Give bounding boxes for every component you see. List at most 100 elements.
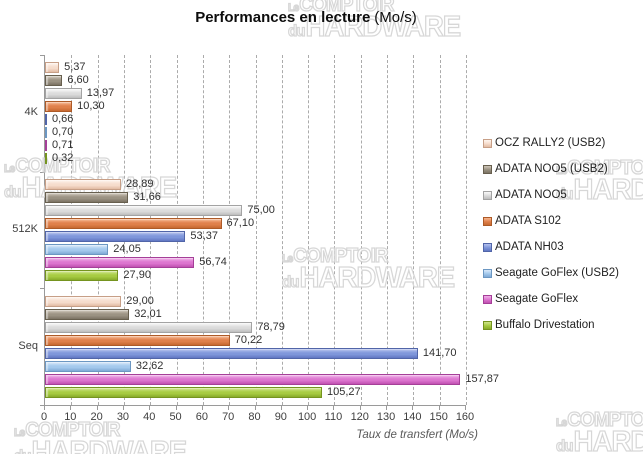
legend-marker-icon — [483, 242, 492, 252]
x-axis-tick — [70, 406, 72, 410]
x-axis-tick — [386, 406, 388, 410]
legend: OCZ RALLY2 (USB2) ADATA NOO5 (USB2) ADATA … — [483, 130, 619, 338]
bar — [45, 321, 253, 333]
bar — [45, 334, 230, 346]
bar-value-label: 5,37 — [64, 61, 86, 74]
bar-value-label: 28,89 — [126, 178, 154, 190]
legend-label: Seagate GoFlex — [495, 293, 579, 305]
bar-value-label: 6,60 — [67, 74, 89, 87]
legend-marker-icon — [483, 268, 492, 278]
bar-value-label: 56,74 — [199, 256, 227, 268]
bar-value-label: 24,05 — [113, 243, 141, 255]
x-tick-label: 60 — [195, 411, 208, 423]
legend-item: OCZ RALLY2 (USB2) — [483, 130, 619, 156]
legend-marker-icon — [483, 138, 492, 148]
x-tick-label: 140 — [403, 411, 422, 423]
x-tick-label: 20 — [90, 411, 103, 423]
x-axis-tick — [44, 406, 45, 410]
x-tick-label: 110 — [324, 411, 343, 423]
bar — [45, 257, 195, 268]
bar-value-label: 32,01 — [134, 307, 162, 320]
gridline — [255, 55, 257, 405]
bar — [45, 114, 47, 126]
x-axis-tick — [438, 406, 440, 410]
watermark-line1: LeCOMPTOIR — [13, 419, 121, 441]
bar — [45, 179, 122, 190]
plot-area — [44, 55, 467, 406]
watermark-line2: duHARDWARE — [13, 435, 187, 454]
bar-value-label: 0,71 — [52, 139, 74, 152]
y-axis-tick — [40, 171, 44, 173]
bar — [45, 75, 63, 87]
bar-value-label: 0,66 — [52, 113, 74, 126]
bar — [45, 62, 60, 74]
legend-item: ADATA S102 — [483, 208, 619, 234]
x-axis-tick — [412, 406, 414, 410]
bar-value-label: 53,37 — [190, 230, 218, 242]
legend-marker-icon — [483, 164, 492, 174]
legend-marker-icon — [483, 294, 492, 304]
legend-marker-icon — [483, 216, 492, 226]
x-axis-tick — [228, 406, 230, 410]
x-axis-tick — [280, 406, 282, 410]
bar — [45, 295, 122, 307]
bar — [45, 347, 418, 359]
gridline — [413, 55, 415, 405]
gridline — [308, 55, 310, 405]
legend-item: ADATA NOO5 — [483, 182, 619, 208]
x-tick-label: 70 — [222, 411, 235, 423]
legend-label: ADATA NOO5 (USB2) — [495, 163, 608, 175]
gridline — [466, 55, 467, 405]
bar-value-label: 78,79 — [257, 320, 285, 333]
x-axis-tick — [359, 406, 361, 410]
gridline — [150, 55, 152, 405]
bar — [45, 386, 322, 398]
x-tick-label: 80 — [248, 411, 261, 423]
x-tick-label: 0 — [40, 411, 48, 423]
x-axis-tick — [122, 406, 124, 410]
gridline — [334, 55, 336, 405]
bar — [45, 101, 73, 113]
x-tick-label: 150 — [429, 411, 448, 423]
x-axis-tick — [307, 406, 309, 410]
x-axis-tick — [96, 406, 98, 410]
bar-value-label: 67,10 — [226, 217, 255, 229]
bar-value-label: 0,32 — [52, 152, 74, 165]
gridline — [97, 55, 99, 405]
x-tick-label: 160 — [455, 411, 475, 423]
legend-label: Buffalo Drivestation — [495, 319, 595, 331]
x-tick-label: 30 — [116, 411, 130, 423]
gridline — [202, 55, 204, 405]
legend-marker-icon — [483, 320, 492, 330]
gridline — [176, 55, 178, 405]
legend-item: ADATA NOO5 (USB2) — [483, 156, 619, 182]
y-axis-tick — [40, 288, 44, 290]
legend-item: Seagate GoFlex (USB2) — [483, 260, 619, 286]
legend-item: Buffalo Drivestation — [483, 312, 619, 338]
watermark-line1: LeCOMPTOIR — [555, 409, 643, 431]
bar-value-label: 13,97 — [86, 87, 115, 100]
legend-label: Seagate GoFlex (USB2) — [495, 267, 620, 279]
chart-title: Performances en lecture (Mo/s) — [0, 9, 612, 26]
gridline — [360, 55, 362, 405]
bar — [45, 308, 130, 320]
bar — [45, 153, 47, 165]
legend-label: ADATA NH03 — [495, 241, 564, 253]
bar-value-label: 31,66 — [133, 191, 161, 203]
bar-value-label: 105,27 — [326, 385, 361, 398]
bar — [45, 218, 222, 229]
legend-item: Seagate GoFlex — [483, 286, 619, 312]
bar-value-label: 70,22 — [234, 333, 263, 346]
x-axis-title: Taux de transfert (Mo/s) — [356, 429, 478, 441]
y-axis-tick — [40, 55, 44, 56]
gridline — [439, 55, 441, 405]
x-axis-tick — [149, 406, 151, 410]
bar — [45, 127, 47, 139]
legend-label: ADATA NOO5 — [495, 189, 567, 201]
legend-item: ADATA NH03 — [483, 234, 619, 260]
bar-value-label: 0,70 — [52, 126, 74, 139]
legend-marker-icon — [483, 190, 492, 200]
bar — [45, 270, 119, 281]
